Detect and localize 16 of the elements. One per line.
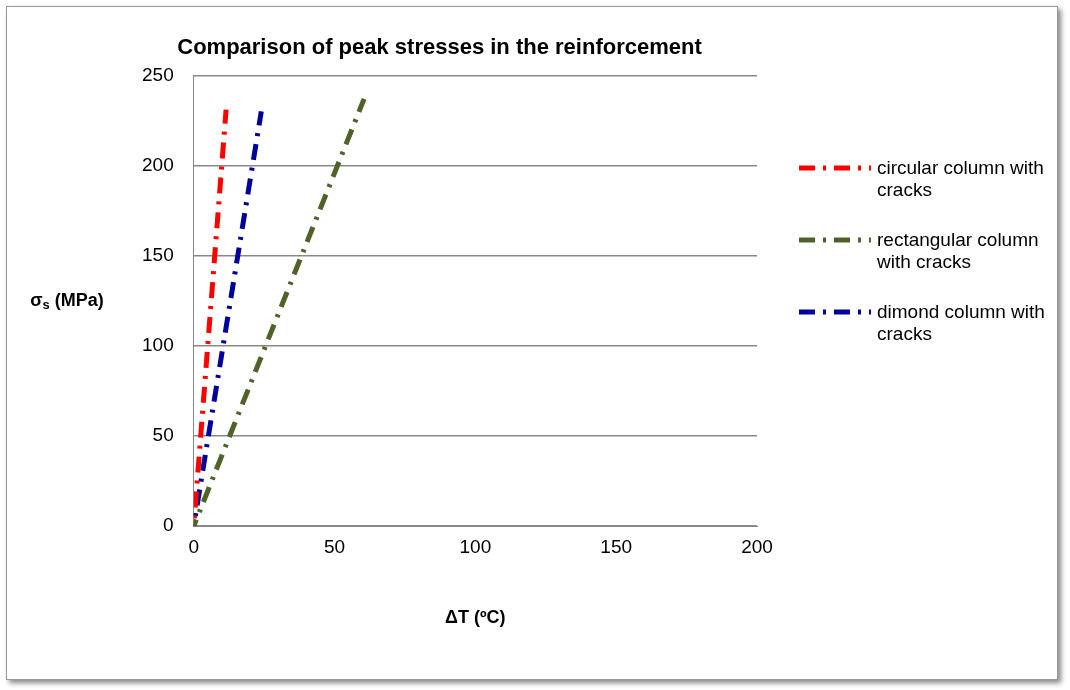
- x-tick-label: 50: [323, 535, 346, 557]
- y-tick-label: 200: [142, 153, 174, 175]
- chart-title: Comparison of peak stresses in the reinforcement: [177, 34, 703, 60]
- y-tick-label: 0: [163, 514, 174, 536]
- y-tick-label: 50: [152, 424, 174, 446]
- x-tick-label: 150: [600, 535, 633, 557]
- x-tick-label: 200: [741, 535, 773, 557]
- legend-label: circular column with cracks: [877, 156, 1045, 201]
- x-axis-title: ΔT (ºC): [445, 607, 506, 628]
- legend-label: dimond column with cracks: [877, 300, 1046, 345]
- x-tick-label: 100: [459, 535, 492, 557]
- y-tick-label: 100: [142, 334, 174, 356]
- x-tick-label: 0: [188, 535, 199, 557]
- y-tick-label: 150: [142, 243, 174, 265]
- legend-label: rectangular column with cracks: [877, 228, 1040, 273]
- y-tick-label: 250: [142, 63, 174, 85]
